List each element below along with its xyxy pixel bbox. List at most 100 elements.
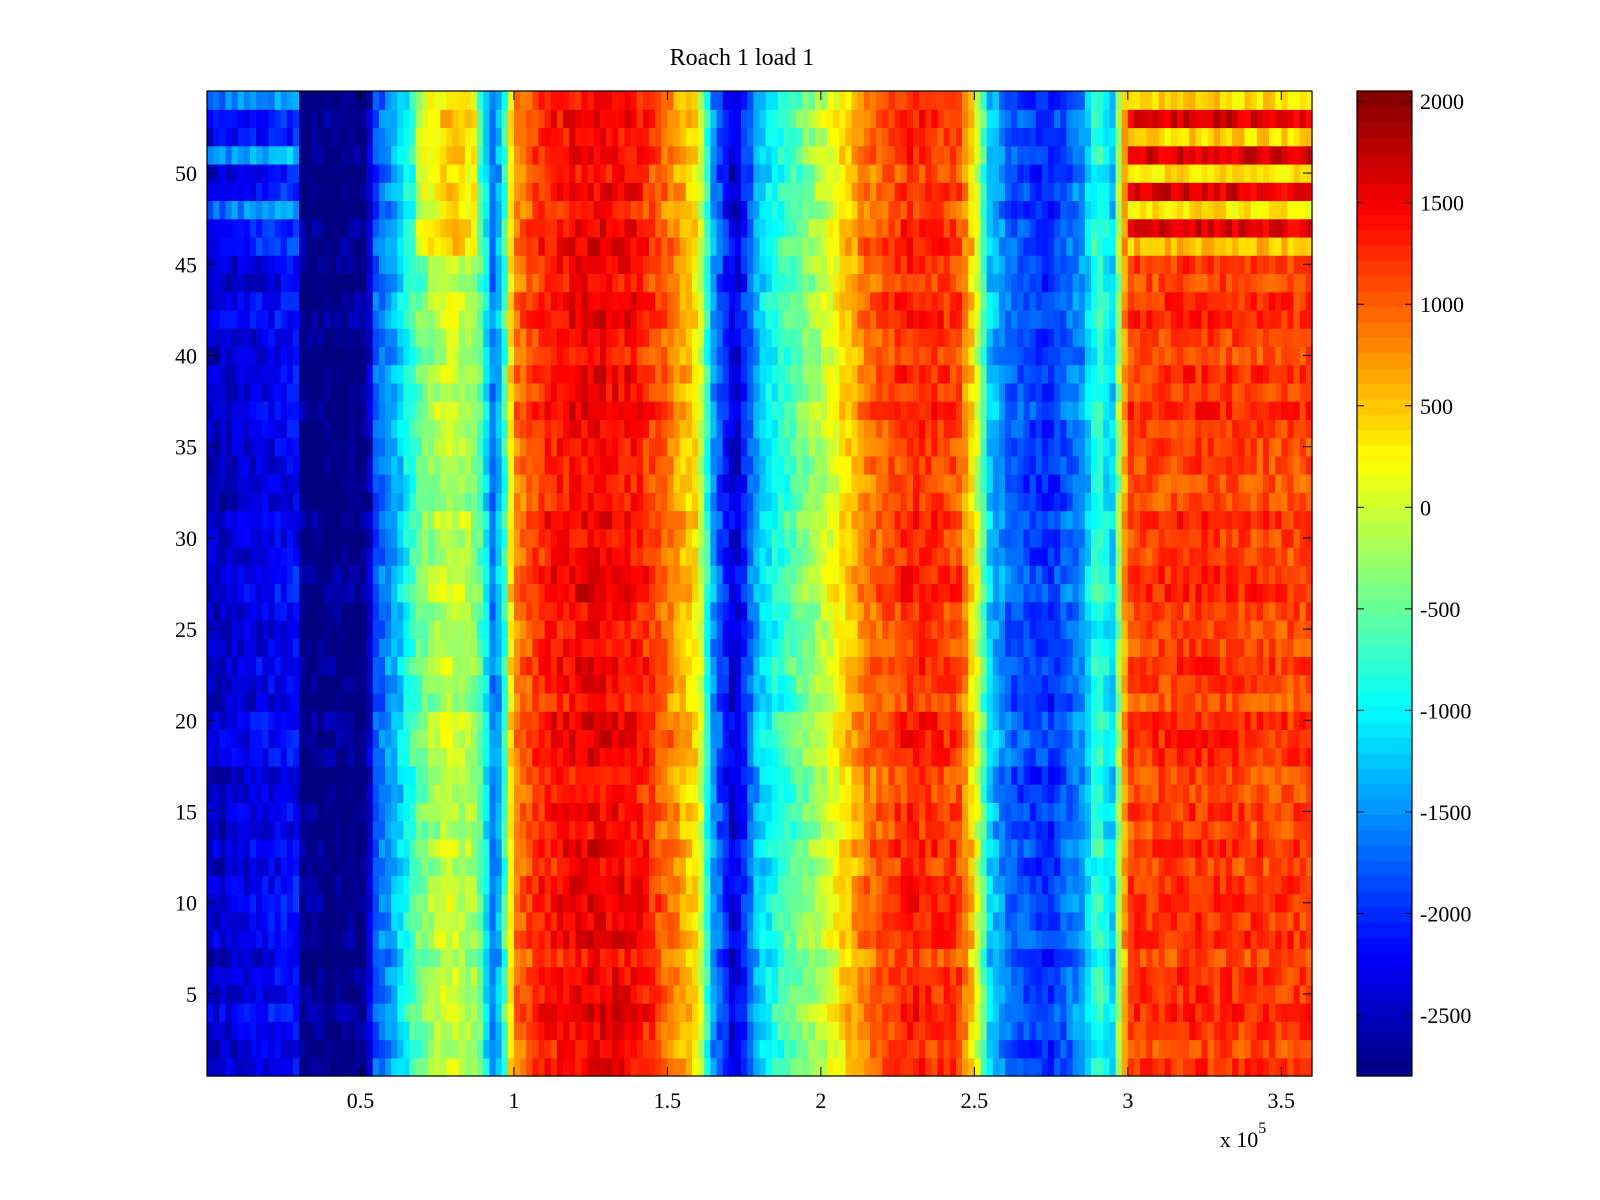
heatmap-cell	[962, 619, 969, 639]
heatmap-cell	[765, 601, 773, 621]
heatmap-cell	[1232, 765, 1239, 785]
heatmap-cell	[274, 729, 282, 749]
heatmap-cell	[728, 838, 736, 858]
heatmap-cell	[428, 747, 435, 767]
heatmap-cell	[612, 601, 619, 621]
heatmap-cell	[538, 838, 546, 858]
heatmap-cell	[587, 802, 595, 822]
heatmap-cell	[231, 765, 239, 785]
heatmap-cell	[434, 747, 441, 767]
heatmap-cell	[1164, 656, 1172, 676]
heatmap-cell	[292, 966, 300, 986]
heatmap-cell	[483, 619, 490, 639]
heatmap-cell	[630, 1057, 638, 1077]
heatmap-cell	[391, 601, 398, 621]
heatmap-cell	[1140, 747, 1147, 767]
heatmap-cell	[1201, 838, 1209, 858]
heatmap-cell	[728, 930, 736, 949]
heatmap-cell	[1275, 802, 1282, 822]
heatmap-cell	[428, 711, 435, 731]
heatmap-cell	[231, 674, 239, 694]
heatmap-cell	[249, 802, 257, 822]
heatmap-cell	[900, 674, 908, 694]
heatmap-cell	[839, 948, 847, 968]
heatmap-cell	[839, 984, 847, 1004]
heatmap-cell	[575, 1003, 583, 1022]
heatmap-cell	[286, 1021, 294, 1041]
heatmap-cell	[1121, 966, 1129, 986]
heatmap-cell	[440, 565, 448, 585]
heatmap-cell	[765, 948, 773, 968]
heatmap-cell	[378, 674, 386, 694]
heatmap-cell	[268, 711, 276, 731]
heatmap-cell	[845, 656, 853, 676]
heatmap-cell	[1299, 747, 1307, 767]
heatmap-cell	[777, 711, 785, 731]
heatmap-cell	[532, 692, 540, 712]
heatmap-cell	[962, 802, 969, 822]
heatmap-cell	[1029, 1003, 1037, 1022]
heatmap-cell	[1152, 966, 1160, 986]
heatmap-cell	[919, 565, 926, 585]
heatmap-cell	[563, 930, 570, 949]
heatmap-cell	[1146, 838, 1153, 858]
heatmap-cell	[372, 1039, 380, 1059]
heatmap-cell	[1103, 875, 1111, 895]
heatmap-cell	[1201, 1003, 1209, 1022]
heatmap-cell	[342, 619, 349, 639]
heatmap-cell	[698, 784, 705, 803]
heatmap-cell	[470, 711, 478, 731]
heatmap-cell	[366, 857, 374, 876]
heatmap-cell	[385, 875, 392, 895]
heatmap-cell	[495, 911, 503, 931]
heatmap-cell	[354, 638, 362, 658]
heatmap-cell	[391, 674, 398, 694]
heatmap-cell	[863, 619, 871, 639]
heatmap-cell	[434, 820, 441, 840]
heatmap-cell	[1250, 930, 1258, 949]
heatmap-cell	[882, 893, 890, 913]
heatmap-cell	[691, 656, 699, 676]
heatmap-cell	[409, 857, 417, 876]
heatmap-cell	[820, 966, 828, 986]
heatmap-cell	[1054, 911, 1061, 931]
heatmap-cell	[833, 565, 840, 585]
heatmap-cell	[1189, 1057, 1196, 1077]
heatmap-cell	[630, 583, 638, 603]
heatmap-cell	[1195, 802, 1203, 822]
heatmap-cell	[612, 911, 619, 931]
heatmap-cell	[550, 948, 558, 968]
heatmap-cell	[741, 893, 748, 913]
heatmap-cell	[912, 930, 920, 949]
heatmap-cell	[385, 930, 392, 949]
heatmap-cell	[299, 692, 306, 712]
heatmap-cell	[857, 656, 865, 676]
heatmap-cell	[1226, 1039, 1233, 1059]
heatmap-cell	[464, 674, 472, 694]
heatmap-cell	[569, 784, 576, 803]
heatmap-cell	[790, 875, 797, 895]
heatmap-cell	[1011, 1021, 1018, 1041]
heatmap-cell	[685, 875, 693, 895]
heatmap-cell	[820, 583, 828, 603]
heatmap-cell	[446, 619, 454, 639]
heatmap-cell	[213, 820, 220, 840]
heatmap-cell	[464, 747, 472, 767]
heatmap-cell	[612, 1021, 619, 1041]
heatmap-cell	[1275, 583, 1282, 603]
heatmap-cell	[710, 802, 718, 822]
heatmap-cell	[716, 1057, 724, 1077]
heatmap-cell	[305, 747, 312, 767]
heatmap-cell	[249, 692, 257, 712]
heatmap-cell	[747, 802, 754, 822]
heatmap-cell	[1226, 984, 1233, 1004]
heatmap-cell	[1127, 638, 1135, 658]
heatmap-cell	[403, 911, 411, 931]
heatmap-cell	[1097, 1039, 1104, 1059]
heatmap-cell	[1127, 966, 1135, 986]
heatmap-cell	[642, 619, 650, 639]
heatmap-cell	[765, 638, 773, 658]
heatmap-cell	[962, 674, 969, 694]
heatmap-cell	[342, 674, 349, 694]
heatmap-cell	[1048, 711, 1055, 731]
